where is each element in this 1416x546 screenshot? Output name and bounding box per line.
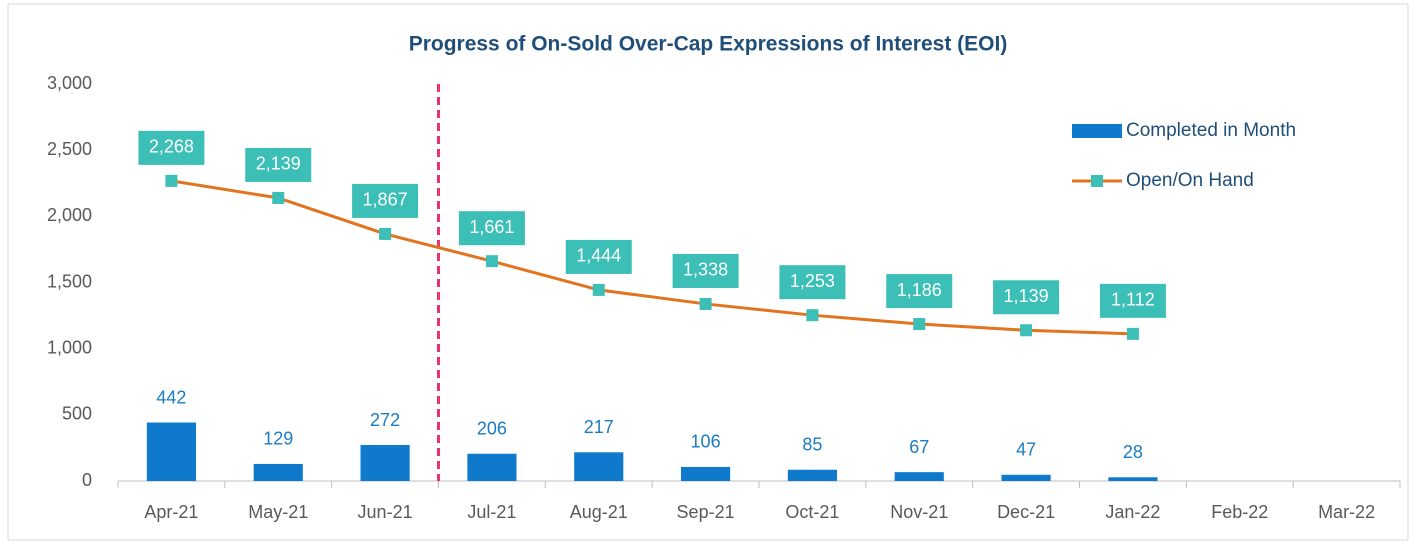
line-label-box <box>886 274 953 309</box>
line-label-box <box>458 211 525 246</box>
bar-label: 106 <box>691 432 721 452</box>
legend-marker <box>1091 175 1103 187</box>
line-marker <box>699 297 712 310</box>
y-tick-label: 3,000 <box>47 73 92 93</box>
bar-label: 206 <box>477 418 507 438</box>
line-label: 1,112 <box>1111 290 1155 310</box>
x-tick-label: Aug-21 <box>570 502 628 522</box>
x-tick-label: Nov-21 <box>890 502 948 522</box>
x-tick-label: Oct-21 <box>785 502 839 522</box>
line-marker <box>1126 327 1139 340</box>
line-label: 1,186 <box>897 280 942 300</box>
x-tick-label: Feb-22 <box>1211 502 1268 522</box>
line-marker <box>485 255 498 268</box>
bar <box>1001 474 1051 481</box>
line-label-box <box>138 130 205 165</box>
bar <box>253 463 303 481</box>
line-label-box <box>352 183 419 218</box>
bar-label: 28 <box>1123 442 1143 462</box>
y-tick-label: 1,500 <box>47 271 92 291</box>
line-marker <box>1020 324 1033 337</box>
line-label-box <box>779 265 846 300</box>
y-tick-label: 2,000 <box>47 205 92 225</box>
bar <box>574 452 624 481</box>
line-marker <box>165 174 178 187</box>
bar <box>360 445 410 481</box>
line-label: 2,268 <box>149 137 194 157</box>
legend-label: Open/On Hand <box>1126 170 1254 191</box>
bar <box>1108 477 1158 481</box>
bar <box>681 466 731 481</box>
line-label-box <box>1099 283 1166 318</box>
bar-label: 67 <box>909 437 929 457</box>
line-label: 1,444 <box>576 246 621 266</box>
line-marker <box>592 283 605 296</box>
chart-title: Progress of On-Sold Over-Cap Expressions… <box>409 33 1008 56</box>
bar-label: 47 <box>1016 440 1036 460</box>
x-tick-label: Dec-21 <box>997 502 1055 522</box>
y-tick-label: 1,000 <box>47 337 92 357</box>
bar-label: 272 <box>370 410 400 430</box>
bar <box>467 453 517 481</box>
x-tick-label: Apr-21 <box>144 502 198 522</box>
line-label: 1,338 <box>683 260 728 280</box>
x-tick-label: May-21 <box>248 502 308 522</box>
line-label: 1,139 <box>1004 286 1049 306</box>
y-tick-label: 2,500 <box>47 139 92 159</box>
line-label: 1,867 <box>363 190 408 210</box>
bar <box>146 422 196 481</box>
bar <box>894 472 944 481</box>
legend-swatch <box>1072 124 1122 138</box>
line-label-box <box>672 253 739 288</box>
line-marker <box>272 191 285 204</box>
bar-label: 217 <box>584 417 614 437</box>
x-tick-label: Mar-22 <box>1318 502 1375 522</box>
line-label-box <box>245 147 312 182</box>
line-marker <box>913 318 926 331</box>
bar-label: 442 <box>156 387 186 407</box>
bar <box>787 469 837 481</box>
x-tick-label: Jun-21 <box>358 502 413 522</box>
y-tick-label: 500 <box>62 404 92 424</box>
line <box>171 179 1133 336</box>
line-label-box <box>565 239 632 274</box>
x-tick-label: Sep-21 <box>677 502 735 522</box>
x-tick-label: Jul-21 <box>467 502 516 522</box>
line-label: 2,139 <box>256 154 301 174</box>
line-label: 1,253 <box>790 271 835 291</box>
line-marker <box>379 227 392 240</box>
line-label: 1,661 <box>469 217 514 237</box>
legend-label: Completed in Month <box>1126 120 1296 141</box>
line-label-box <box>993 280 1060 315</box>
bar-label: 85 <box>802 435 822 455</box>
bar-label: 129 <box>263 429 293 449</box>
line-marker <box>806 309 819 322</box>
y-tick-label: 0 <box>82 470 92 490</box>
x-tick-label: Jan-22 <box>1105 502 1160 522</box>
